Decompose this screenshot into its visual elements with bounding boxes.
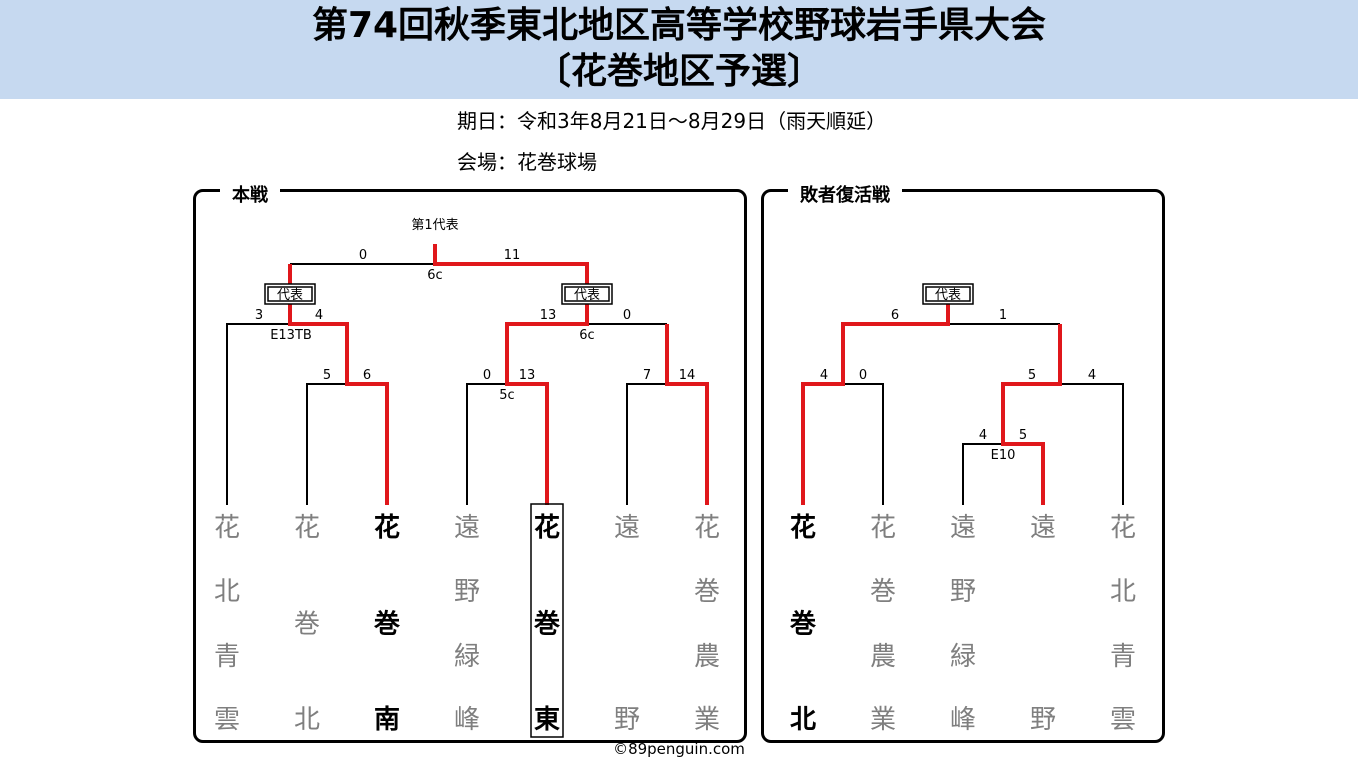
score-label: 13: [519, 368, 536, 383]
champion-label: 第1代表: [411, 218, 458, 233]
score-label: 4: [1088, 368, 1096, 383]
team-name: 野: [1030, 705, 1056, 735]
team-name: 野: [614, 705, 640, 735]
team-name: 峰: [454, 705, 480, 735]
score-label: 5: [323, 368, 331, 383]
team-name: 巻: [533, 610, 560, 640]
score-label: 3: [255, 308, 263, 323]
team-name: 巻: [373, 610, 400, 640]
champion-team-box: [530, 503, 564, 738]
score-label: 0: [483, 368, 491, 383]
team-name: 雲: [1110, 705, 1136, 735]
team-name: 巻: [870, 577, 896, 607]
team-name: 北: [214, 577, 240, 607]
score-label: 6c: [579, 328, 594, 343]
team-name: 巻: [789, 610, 816, 640]
score-label: 5: [1028, 368, 1036, 383]
score-label: E10: [991, 448, 1016, 463]
page-title: 第74回秋季東北地区高等学校野球岩手県大会: [311, 5, 1047, 46]
bracket-line: [626, 383, 667, 505]
score-label: 4: [315, 308, 323, 323]
score-label: 7: [643, 368, 651, 383]
score-label: 0: [623, 308, 631, 323]
team-name: 業: [694, 705, 720, 735]
bracket-line: [466, 383, 507, 505]
score-label: 5: [1019, 428, 1027, 443]
score-label: 11: [504, 248, 521, 263]
score-label: 4: [820, 368, 828, 383]
team-name: 峰: [950, 705, 976, 735]
score-label: 5c: [499, 388, 514, 403]
repechage-bracket-label: 敗者復活戦: [788, 181, 902, 207]
date-info: 期日：令和3年8月21日～8月29日（雨天順延）: [457, 109, 887, 133]
bracket-line: [306, 383, 347, 505]
winner-line: [665, 324, 709, 505]
score-label: 14: [679, 368, 696, 383]
team-name: 東: [534, 705, 560, 735]
score-label: E13TB: [270, 328, 312, 343]
winner-line: [1001, 324, 1062, 505]
team-name: 花: [374, 513, 400, 543]
team-name: 遠: [1030, 513, 1056, 543]
team-name: 花: [214, 513, 240, 543]
score-label: 6: [363, 368, 371, 383]
score-label: 4: [979, 428, 987, 443]
team-name: 花: [1110, 513, 1136, 543]
main-bracket-panel: [193, 189, 747, 743]
winner-line: [433, 244, 589, 505]
team-name: 北: [1110, 577, 1136, 607]
team-name: 雲: [214, 705, 240, 735]
team-name: 巻: [694, 577, 720, 607]
venue-info: 会場：花巻球場: [457, 150, 597, 174]
score-label: 0: [359, 248, 367, 263]
score-label: 0: [859, 368, 867, 383]
score-label: 6c: [427, 268, 442, 283]
page-subtitle: 〔花巻地区予選〕: [534, 51, 823, 92]
team-name: 遠: [614, 513, 640, 543]
team-name: 野: [454, 577, 480, 607]
team-name: 青: [1110, 642, 1136, 672]
team-name: 遠: [950, 513, 976, 543]
team-name: 花: [534, 513, 560, 543]
representative-badge-label: 代表: [277, 288, 303, 303]
winner-line: [801, 304, 950, 505]
team-name: 遠: [454, 513, 480, 543]
team-name: 青: [214, 642, 240, 672]
team-name: 農: [694, 642, 720, 672]
bracket-line: [226, 323, 290, 505]
team-name: 花: [294, 513, 320, 543]
main-bracket-label: 本戦: [220, 181, 280, 207]
team-name: 緑: [454, 642, 480, 672]
team-name: 野: [950, 577, 976, 607]
representative-badge-label: 代表: [574, 288, 600, 303]
representative-badge-inner: [267, 286, 313, 302]
team-name: 農: [870, 642, 896, 672]
team-name: 緑: [950, 642, 976, 672]
winner-line: [288, 264, 389, 505]
team-name: 北: [294, 705, 320, 735]
header-banner: [0, 0, 1358, 99]
score-label: 6: [891, 308, 899, 323]
bracket-line: [1060, 383, 1124, 505]
team-name: 花: [870, 513, 896, 543]
team-name: 巻: [294, 610, 320, 640]
team-name: 南: [374, 705, 400, 735]
representative-badge-inner: [925, 286, 971, 302]
team-name: 花: [790, 513, 816, 543]
representative-badge-label: 代表: [935, 288, 961, 303]
score-label: 13: [540, 308, 557, 323]
score-label: 1: [999, 308, 1007, 323]
bracket-line: [962, 443, 1003, 505]
bracket-line: [843, 383, 884, 505]
team-name: 業: [870, 705, 896, 735]
team-name: 花: [694, 513, 720, 543]
repechage-bracket-panel: [761, 189, 1165, 743]
representative-badge-inner: [564, 286, 610, 302]
team-name: 北: [790, 705, 816, 735]
copyright: ©89penguin.com: [613, 740, 745, 758]
